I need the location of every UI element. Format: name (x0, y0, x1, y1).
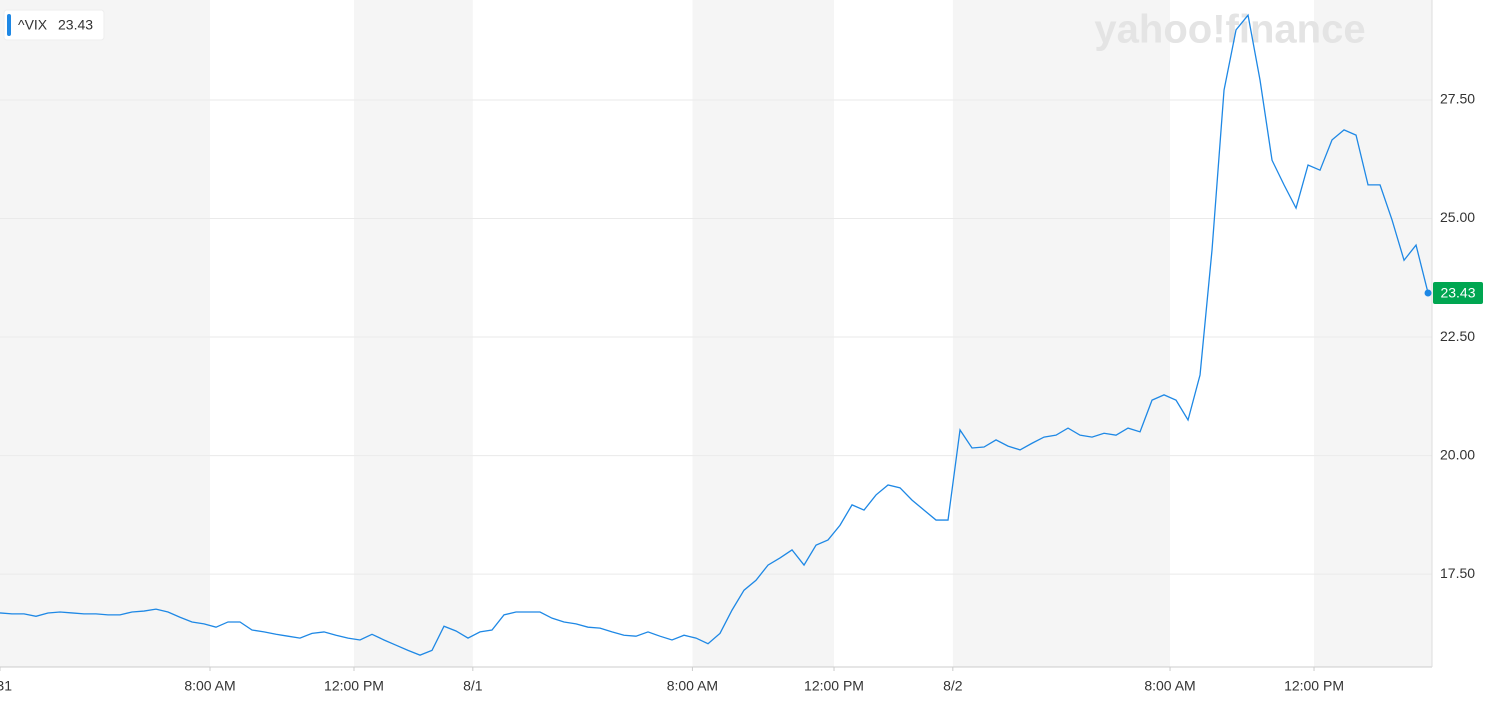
x-tick-label: 8:00 AM (184, 678, 235, 694)
session-band (1314, 0, 1432, 667)
session-band (0, 0, 211, 667)
x-tick-label: 8:00 AM (667, 678, 718, 694)
bands (0, 0, 1432, 667)
x-tick-label: 12:00 PM (324, 678, 384, 694)
x-tick-label: 8/1 (463, 678, 483, 694)
y-tick-label: 20.00 (1440, 446, 1475, 462)
legend-box (3, 9, 105, 41)
session-band (952, 0, 1171, 667)
y-tick-label: 27.50 (1440, 91, 1475, 107)
session-band (692, 0, 835, 667)
legend-value: 23.43 (58, 17, 93, 33)
x-tick-label: 12:00 PM (804, 678, 864, 694)
x-tick-label: 8:00 AM (1144, 678, 1195, 694)
watermark: yahoo!finance (1094, 8, 1365, 52)
legend-name: ^VIX (18, 17, 48, 33)
price-line (0, 13, 1429, 656)
last-value-tag (1433, 281, 1483, 304)
last-value-label: 23.43 (1440, 285, 1475, 301)
session-band (354, 0, 473, 667)
x-tick-label: 31 (0, 678, 12, 694)
y-tick-label: 17.50 (1440, 565, 1475, 581)
grid (0, 99, 1432, 575)
y-tick-label: 22.50 (1440, 328, 1475, 344)
x-tick-label: 12:00 PM (1284, 678, 1344, 694)
legend-marker (7, 14, 11, 36)
y-tick-label: 25.00 (1440, 209, 1475, 225)
x-tick-label: 8/2 (943, 678, 963, 694)
last-point (1424, 289, 1432, 297)
